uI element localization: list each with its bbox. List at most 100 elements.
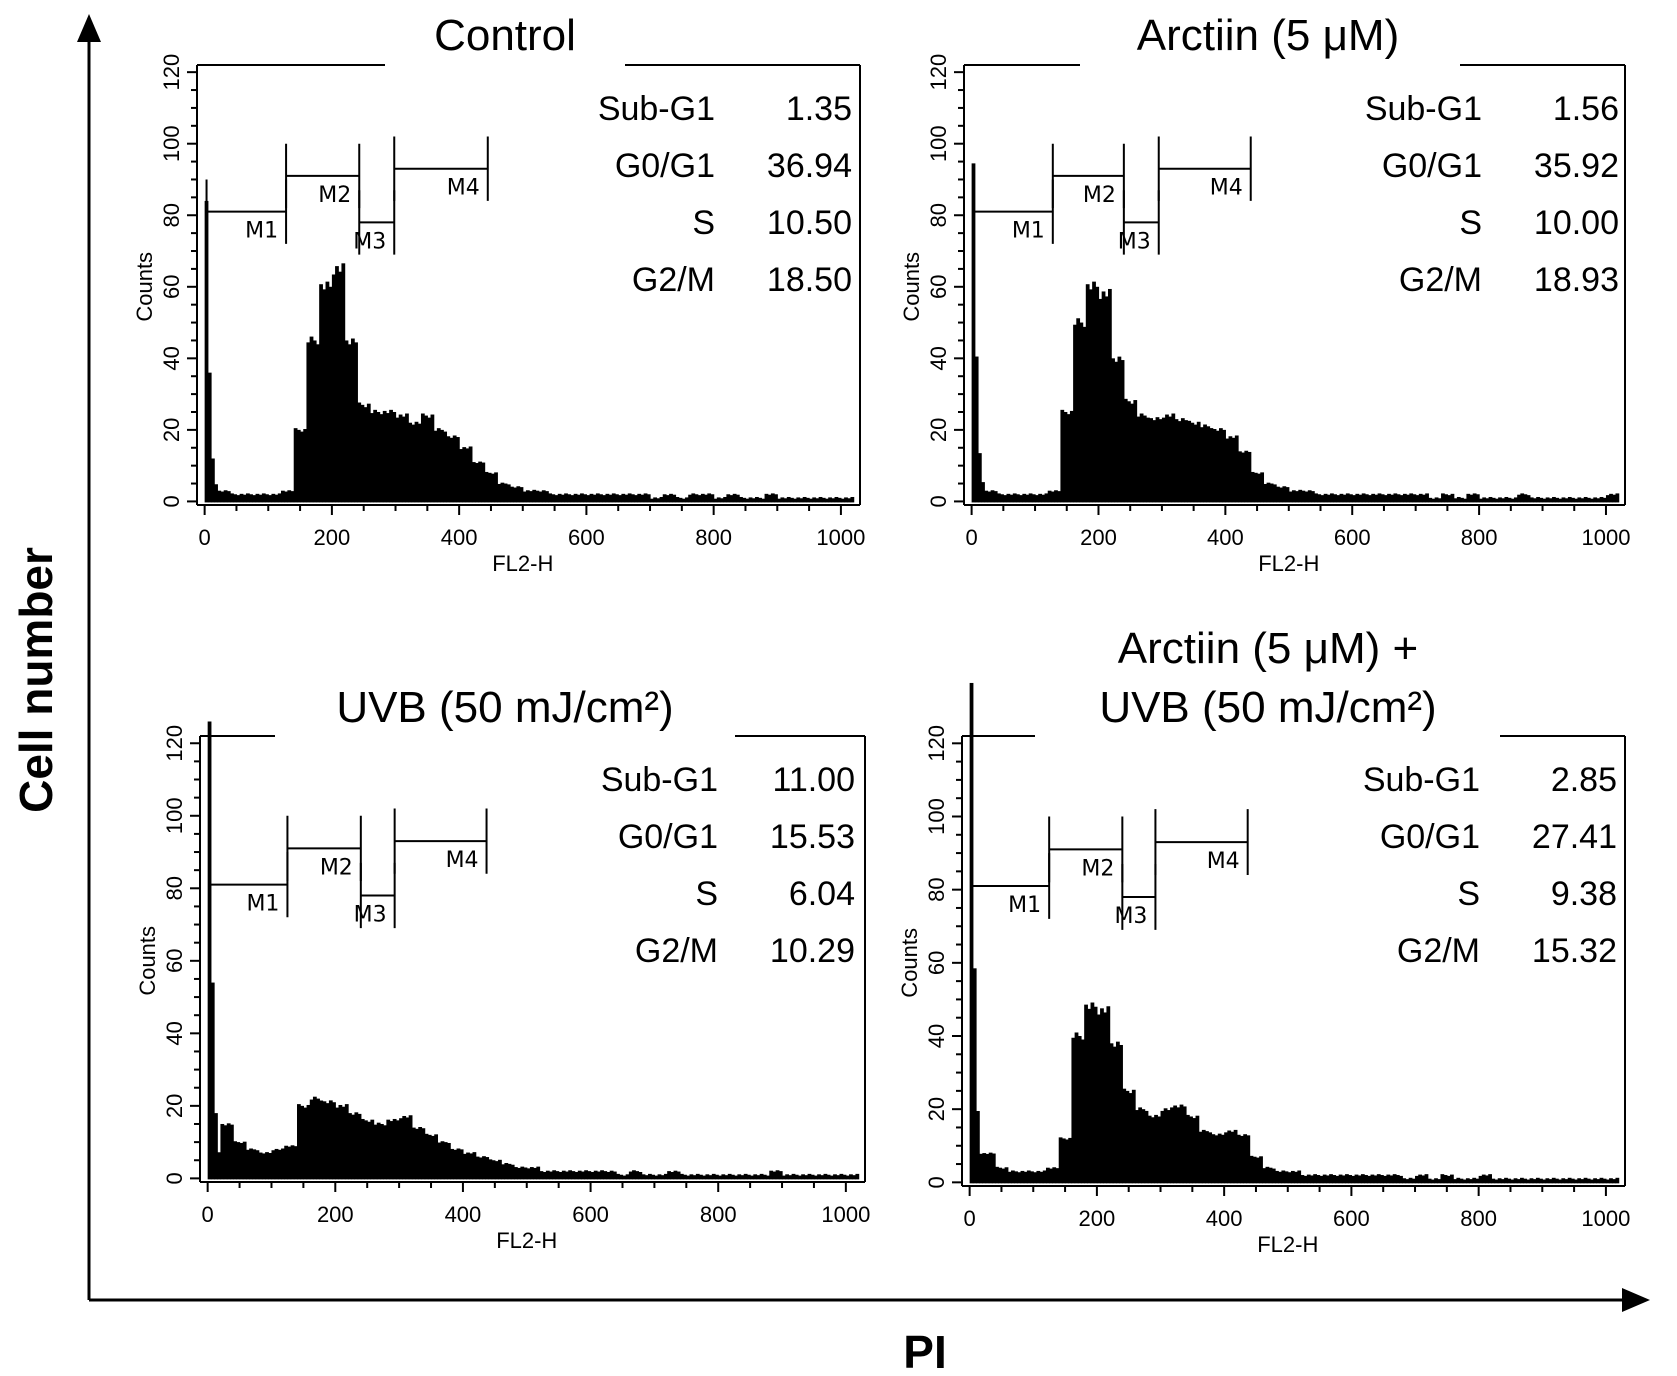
histogram-bar xyxy=(1409,493,1414,503)
histogram-bar xyxy=(1482,497,1487,503)
marker-m4: M4 xyxy=(1157,136,1252,201)
histogram-bar xyxy=(1035,495,1039,503)
histogram-bar xyxy=(1166,1110,1171,1184)
histogram-bar xyxy=(1038,493,1042,503)
histogram-bar xyxy=(1138,1107,1143,1184)
histogram-bar xyxy=(1615,493,1620,503)
marker-label: M4 xyxy=(1207,849,1240,874)
y-tick-label: 100 xyxy=(159,125,184,162)
panel-title: Control xyxy=(434,11,576,60)
histogram-bar xyxy=(972,968,977,1184)
histogram-bar xyxy=(1393,493,1398,503)
histogram-bar xyxy=(236,495,241,503)
histogram-bar xyxy=(1390,494,1395,503)
histogram-bar xyxy=(242,1141,247,1180)
histogram-bar xyxy=(1602,1178,1607,1184)
histogram-bar xyxy=(482,1156,486,1180)
histogram-bar xyxy=(586,495,591,503)
histogram-bar xyxy=(1214,1135,1219,1184)
histogram-bar xyxy=(1358,494,1363,503)
histogram-bar xyxy=(1157,1116,1162,1184)
histogram-bar xyxy=(799,498,804,503)
histogram-bar xyxy=(490,473,495,503)
histogram-bar xyxy=(815,498,820,503)
histogram-bar xyxy=(975,1111,980,1184)
histogram-bar xyxy=(1125,1090,1130,1184)
histogram-bar xyxy=(1434,497,1439,503)
histogram-bar xyxy=(1406,494,1410,503)
histogram-bar xyxy=(683,1174,687,1180)
histogram-bar xyxy=(1485,498,1490,503)
histogram-bar xyxy=(737,1174,742,1180)
histogram-bar xyxy=(1314,493,1318,503)
histogram-bar xyxy=(1415,1175,1419,1184)
histogram-bar xyxy=(389,1121,394,1180)
histogram-bar xyxy=(1257,473,1261,503)
histogram-bar xyxy=(1095,286,1100,503)
histogram-bar xyxy=(529,491,533,503)
y-tick-label: 0 xyxy=(926,495,951,507)
histogram-bar xyxy=(1478,1175,1483,1184)
stat-value: 10.29 xyxy=(770,932,855,970)
histogram-bar xyxy=(750,1175,754,1180)
histogram-bar xyxy=(414,421,419,503)
histogram-bar xyxy=(226,1123,231,1180)
histogram-bar xyxy=(207,721,212,1180)
histogram-bar xyxy=(437,1142,442,1180)
histogram-bar xyxy=(325,281,330,503)
histogram-bar xyxy=(395,417,400,503)
histogram-bar xyxy=(1004,1167,1009,1184)
histogram-bar xyxy=(239,493,244,503)
histogram-bar xyxy=(373,409,378,503)
histogram-bar xyxy=(1187,420,1192,503)
histogram-bar xyxy=(1440,1174,1445,1184)
histogram-bar xyxy=(1513,1178,1518,1184)
histogram-bar xyxy=(570,495,575,503)
histogram-bar xyxy=(1494,1179,1499,1184)
histogram-bar xyxy=(1586,497,1591,503)
histogram-bar xyxy=(1494,498,1499,503)
histogram-bar xyxy=(1149,418,1154,503)
histogram-bar xyxy=(468,446,473,503)
histogram-bar xyxy=(1421,1175,1426,1184)
histogram-bar xyxy=(659,496,664,503)
histogram-bar xyxy=(280,490,285,503)
histogram-bar xyxy=(504,1162,509,1180)
histogram-bar xyxy=(1408,1177,1413,1184)
histogram-bar xyxy=(769,1170,774,1180)
histogram-bar xyxy=(1535,1177,1540,1184)
y-tick-label: 0 xyxy=(162,1172,187,1184)
histogram-bar xyxy=(306,342,311,503)
histogram-bar xyxy=(312,340,317,503)
panel-title: UVB (50 mJ/cm²) xyxy=(336,683,673,732)
histogram-bar xyxy=(1093,1006,1098,1184)
histogram-bar xyxy=(778,1171,783,1180)
histogram-bar xyxy=(1030,1171,1034,1184)
histogram-bar xyxy=(974,356,979,503)
histogram-bar xyxy=(408,422,413,503)
histogram-bar xyxy=(991,1153,996,1184)
histogram-bar xyxy=(548,493,553,503)
histogram-bar xyxy=(1330,493,1334,503)
histogram-bar xyxy=(526,1168,531,1180)
histogram-bar xyxy=(753,1174,758,1180)
histogram-bar xyxy=(494,472,498,503)
y-tick-label: 120 xyxy=(924,725,949,762)
histogram-bar xyxy=(1453,498,1458,503)
histogram-bar xyxy=(1131,1089,1136,1184)
histogram-bar xyxy=(525,490,530,503)
histogram-bar xyxy=(1380,494,1385,503)
histogram-bar xyxy=(1250,471,1255,503)
histogram-bar xyxy=(1548,498,1553,503)
histogram-bar xyxy=(1501,498,1506,503)
histogram-bar xyxy=(536,1166,541,1180)
x-tick-label: 600 xyxy=(568,525,605,550)
stat-label: S xyxy=(1457,875,1480,913)
histogram-bar xyxy=(319,284,323,503)
histogram-bar xyxy=(1266,482,1271,503)
histogram-bar xyxy=(309,1099,314,1180)
histogram-bar xyxy=(481,462,486,503)
histogram-bar xyxy=(417,423,422,503)
histogram-bar xyxy=(1422,494,1426,503)
